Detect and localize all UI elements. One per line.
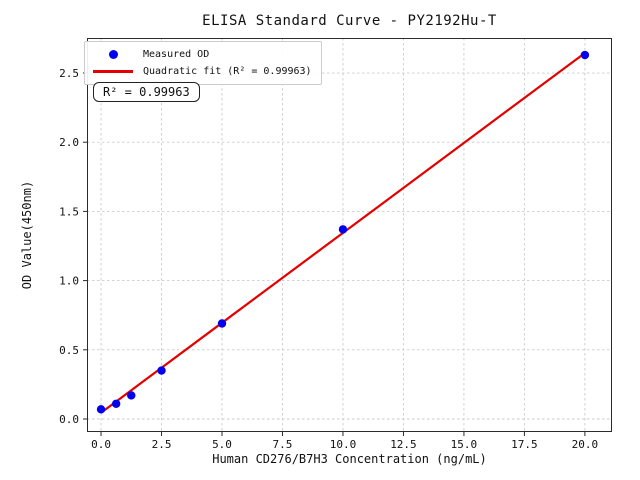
y-tick-label: 1.5	[59, 205, 79, 218]
x-tick-label: 2.5	[152, 438, 172, 451]
legend-item-quadratic-fit: Quadratic fit (R² = 0.99963)	[93, 63, 312, 80]
data-point	[157, 366, 166, 375]
y-tick-label: 0.5	[59, 344, 79, 357]
y-tick-label: 2.5	[59, 67, 79, 80]
x-axis-label: Human CD276/B7H3 Concentration (ng/mL)	[212, 452, 487, 466]
data-point	[338, 225, 348, 234]
y-tick-label: 2.0	[59, 136, 79, 149]
legend-item-measured-od: Measured OD	[93, 46, 312, 63]
legend-scatter-marker-icon	[108, 50, 118, 59]
plot-area: 0.0 2.5 5.0 7.5 10.0 12.5 15.0 17.5 20.0 0.0 0.5 1.…	[59, 38, 612, 451]
x-tick-label: 17.5	[511, 438, 537, 451]
data-point	[111, 399, 121, 408]
x-tick-label: 7.5	[273, 438, 293, 451]
x-tick-label: 12.5	[390, 438, 417, 451]
data-point	[580, 50, 590, 60]
legend: Measured OD Quadratic fit (R² = 0.99963)	[84, 41, 322, 85]
y-tick-label: 0.0	[59, 413, 79, 426]
y-axis-label: OD Value(450nm)	[20, 180, 34, 290]
axes-box	[87, 38, 612, 432]
x-tick-label: 0.0	[91, 438, 111, 451]
data-point	[127, 391, 136, 400]
x-tick-label: 20.0	[572, 438, 599, 451]
x-tick-label: 10.0	[330, 438, 357, 451]
r-squared-annotation: R² = 0.99963	[93, 82, 200, 102]
y-tick-label: 1.0	[59, 275, 79, 288]
legend-label-measured-od: Measured OD	[143, 49, 210, 60]
x-tick-label: 15.0	[451, 438, 478, 451]
data-point	[217, 319, 227, 328]
data-point	[96, 405, 106, 414]
chart-title: ELISA Standard Curve - PY2192Hu-T	[202, 13, 497, 29]
legend-line-marker-icon	[93, 70, 133, 73]
legend-label-quadratic-fit: Quadratic fit (R² = 0.99963)	[143, 66, 312, 77]
x-tick-label: 5.0	[212, 438, 232, 451]
